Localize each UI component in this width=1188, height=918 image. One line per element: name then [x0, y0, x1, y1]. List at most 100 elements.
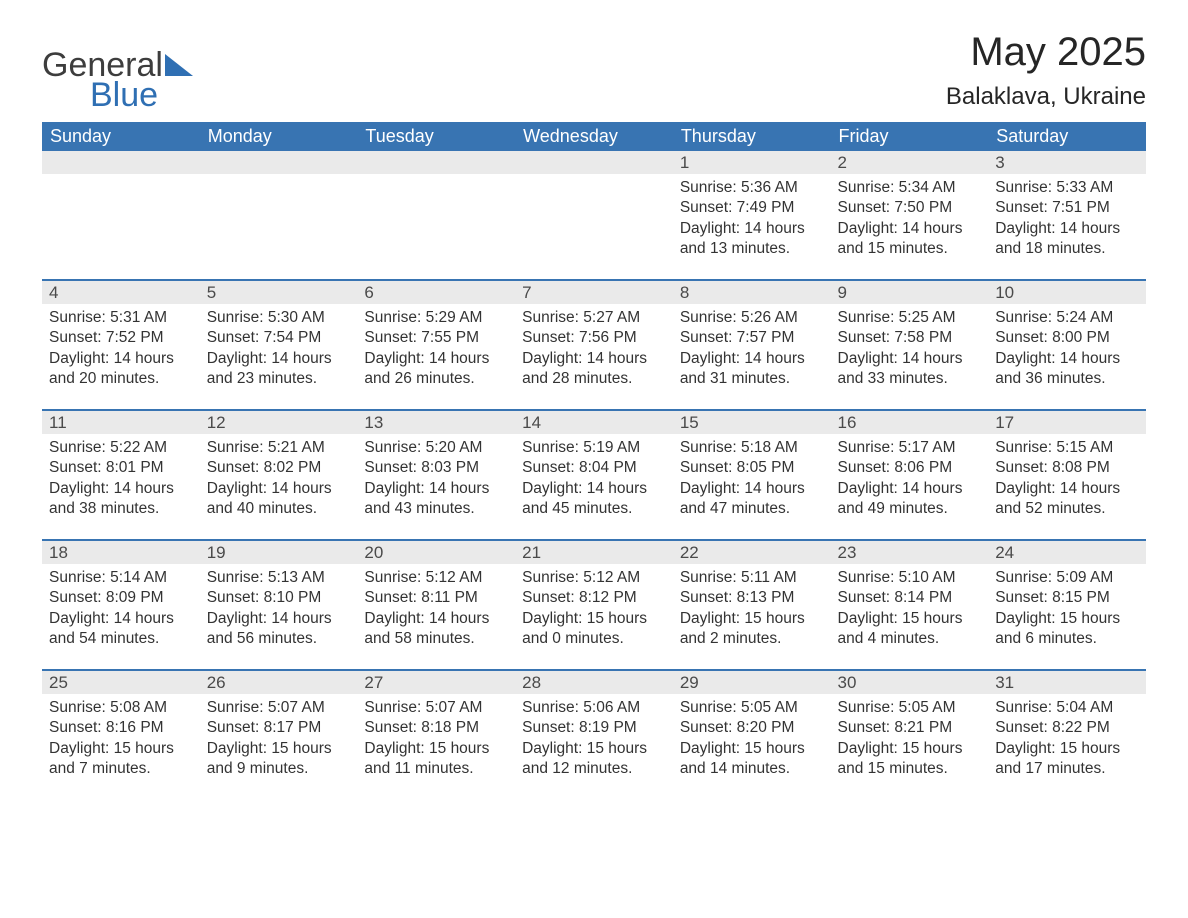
- day-number: 2: [831, 151, 989, 174]
- daylight-text-1: Daylight: 15 hours: [838, 739, 982, 759]
- day-number: 31: [988, 671, 1146, 694]
- calendar-day-cell: 30Sunrise: 5:05 AMSunset: 8:21 PMDayligh…: [831, 671, 989, 799]
- daylight-text-2: and 14 minutes.: [680, 759, 824, 779]
- sunrise-text: Sunrise: 5:05 AM: [838, 698, 982, 718]
- day-number: 17: [988, 411, 1146, 434]
- day-number: 4: [42, 281, 200, 304]
- daylight-text-1: Daylight: 15 hours: [49, 739, 193, 759]
- sunrise-text: Sunrise: 5:06 AM: [522, 698, 666, 718]
- day-data: Sunrise: 5:04 AMSunset: 8:22 PMDaylight:…: [988, 694, 1146, 786]
- day-number: 20: [357, 541, 515, 564]
- day-data: Sunrise: 5:14 AMSunset: 8:09 PMDaylight:…: [42, 564, 200, 656]
- logo: General Blue: [42, 30, 193, 112]
- sunrise-text: Sunrise: 5:14 AM: [49, 568, 193, 588]
- sunset-text: Sunset: 8:10 PM: [207, 588, 351, 608]
- day-data: Sunrise: 5:19 AMSunset: 8:04 PMDaylight:…: [515, 434, 673, 526]
- sunrise-text: Sunrise: 5:12 AM: [522, 568, 666, 588]
- daylight-text-1: Daylight: 15 hours: [995, 609, 1139, 629]
- day-data: Sunrise: 5:11 AMSunset: 8:13 PMDaylight:…: [673, 564, 831, 656]
- day-data: Sunrise: 5:36 AMSunset: 7:49 PMDaylight:…: [673, 174, 831, 266]
- daylight-text-1: Daylight: 14 hours: [49, 349, 193, 369]
- daylight-text-1: Daylight: 14 hours: [364, 479, 508, 499]
- day-number: 7: [515, 281, 673, 304]
- day-number: 3: [988, 151, 1146, 174]
- location: Balaklava, Ukraine: [946, 83, 1146, 111]
- calendar-day-cell: 27Sunrise: 5:07 AMSunset: 8:18 PMDayligh…: [357, 671, 515, 799]
- sunrise-text: Sunrise: 5:04 AM: [995, 698, 1139, 718]
- calendar-day-cell: 20Sunrise: 5:12 AMSunset: 8:11 PMDayligh…: [357, 541, 515, 669]
- sunset-text: Sunset: 8:14 PM: [838, 588, 982, 608]
- calendar-week-row: 4Sunrise: 5:31 AMSunset: 7:52 PMDaylight…: [42, 281, 1146, 409]
- day-data: Sunrise: 5:05 AMSunset: 8:21 PMDaylight:…: [831, 694, 989, 786]
- day-number: 23: [831, 541, 989, 564]
- daylight-text-1: Daylight: 14 hours: [207, 479, 351, 499]
- day-number: 10: [988, 281, 1146, 304]
- sunrise-text: Sunrise: 5:26 AM: [680, 308, 824, 328]
- daylight-text-2: and 12 minutes.: [522, 759, 666, 779]
- daylight-text-2: and 7 minutes.: [49, 759, 193, 779]
- daylight-text-2: and 36 minutes.: [995, 369, 1139, 389]
- sunset-text: Sunset: 8:03 PM: [364, 458, 508, 478]
- sunrise-text: Sunrise: 5:12 AM: [364, 568, 508, 588]
- day-number: 5: [200, 281, 358, 304]
- day-data: Sunrise: 5:07 AMSunset: 8:18 PMDaylight:…: [357, 694, 515, 786]
- calendar-day-cell: [42, 151, 200, 279]
- day-number: 21: [515, 541, 673, 564]
- sunrise-text: Sunrise: 5:21 AM: [207, 438, 351, 458]
- daylight-text-2: and 38 minutes.: [49, 499, 193, 519]
- sunset-text: Sunset: 7:57 PM: [680, 328, 824, 348]
- day-data: Sunrise: 5:18 AMSunset: 8:05 PMDaylight:…: [673, 434, 831, 526]
- calendar-day-cell: 16Sunrise: 5:17 AMSunset: 8:06 PMDayligh…: [831, 411, 989, 539]
- daylight-text-2: and 15 minutes.: [838, 759, 982, 779]
- page-header: General Blue May 2025 Balaklava, Ukraine: [42, 30, 1146, 112]
- daylight-text-1: Daylight: 14 hours: [995, 219, 1139, 239]
- day-number: 1: [673, 151, 831, 174]
- sunrise-text: Sunrise: 5:34 AM: [838, 178, 982, 198]
- sunset-text: Sunset: 8:22 PM: [995, 718, 1139, 738]
- day-number: 19: [200, 541, 358, 564]
- sunrise-text: Sunrise: 5:13 AM: [207, 568, 351, 588]
- day-number: 6: [357, 281, 515, 304]
- sunrise-text: Sunrise: 5:11 AM: [680, 568, 824, 588]
- sunset-text: Sunset: 7:50 PM: [838, 198, 982, 218]
- sunrise-text: Sunrise: 5:31 AM: [49, 308, 193, 328]
- daylight-text-1: Daylight: 14 hours: [680, 479, 824, 499]
- sunset-text: Sunset: 8:01 PM: [49, 458, 193, 478]
- day-data: Sunrise: 5:20 AMSunset: 8:03 PMDaylight:…: [357, 434, 515, 526]
- weekday-header: Sunday: [42, 122, 200, 151]
- day-number: 22: [673, 541, 831, 564]
- sunset-text: Sunset: 8:00 PM: [995, 328, 1139, 348]
- empty-day-strip: [515, 151, 673, 174]
- sunset-text: Sunset: 7:56 PM: [522, 328, 666, 348]
- sunrise-text: Sunrise: 5:22 AM: [49, 438, 193, 458]
- calendar-day-cell: 18Sunrise: 5:14 AMSunset: 8:09 PMDayligh…: [42, 541, 200, 669]
- daylight-text-2: and 40 minutes.: [207, 499, 351, 519]
- sunset-text: Sunset: 8:05 PM: [680, 458, 824, 478]
- daylight-text-1: Daylight: 14 hours: [522, 349, 666, 369]
- empty-day-strip: [357, 151, 515, 174]
- day-data: Sunrise: 5:12 AMSunset: 8:12 PMDaylight:…: [515, 564, 673, 656]
- day-data: Sunrise: 5:06 AMSunset: 8:19 PMDaylight:…: [515, 694, 673, 786]
- day-number: 30: [831, 671, 989, 694]
- sunrise-text: Sunrise: 5:29 AM: [364, 308, 508, 328]
- day-number: 27: [357, 671, 515, 694]
- sunset-text: Sunset: 8:06 PM: [838, 458, 982, 478]
- sunrise-text: Sunrise: 5:09 AM: [995, 568, 1139, 588]
- calendar-day-cell: [515, 151, 673, 279]
- sunset-text: Sunset: 8:11 PM: [364, 588, 508, 608]
- daylight-text-1: Daylight: 15 hours: [522, 609, 666, 629]
- calendar-day-cell: 14Sunrise: 5:19 AMSunset: 8:04 PMDayligh…: [515, 411, 673, 539]
- day-number: 16: [831, 411, 989, 434]
- sunrise-text: Sunrise: 5:27 AM: [522, 308, 666, 328]
- daylight-text-2: and 17 minutes.: [995, 759, 1139, 779]
- day-data: Sunrise: 5:13 AMSunset: 8:10 PMDaylight:…: [200, 564, 358, 656]
- sunrise-text: Sunrise: 5:15 AM: [995, 438, 1139, 458]
- day-number: 24: [988, 541, 1146, 564]
- day-number: 11: [42, 411, 200, 434]
- daylight-text-1: Daylight: 14 hours: [522, 479, 666, 499]
- daylight-text-2: and 43 minutes.: [364, 499, 508, 519]
- sunrise-text: Sunrise: 5:18 AM: [680, 438, 824, 458]
- calendar-day-cell: 4Sunrise: 5:31 AMSunset: 7:52 PMDaylight…: [42, 281, 200, 409]
- sunset-text: Sunset: 7:55 PM: [364, 328, 508, 348]
- calendar-week-row: 11 Sunrise: 5:22 AMSunset: 8:01 PM Dayligh…: [42, 411, 1146, 539]
